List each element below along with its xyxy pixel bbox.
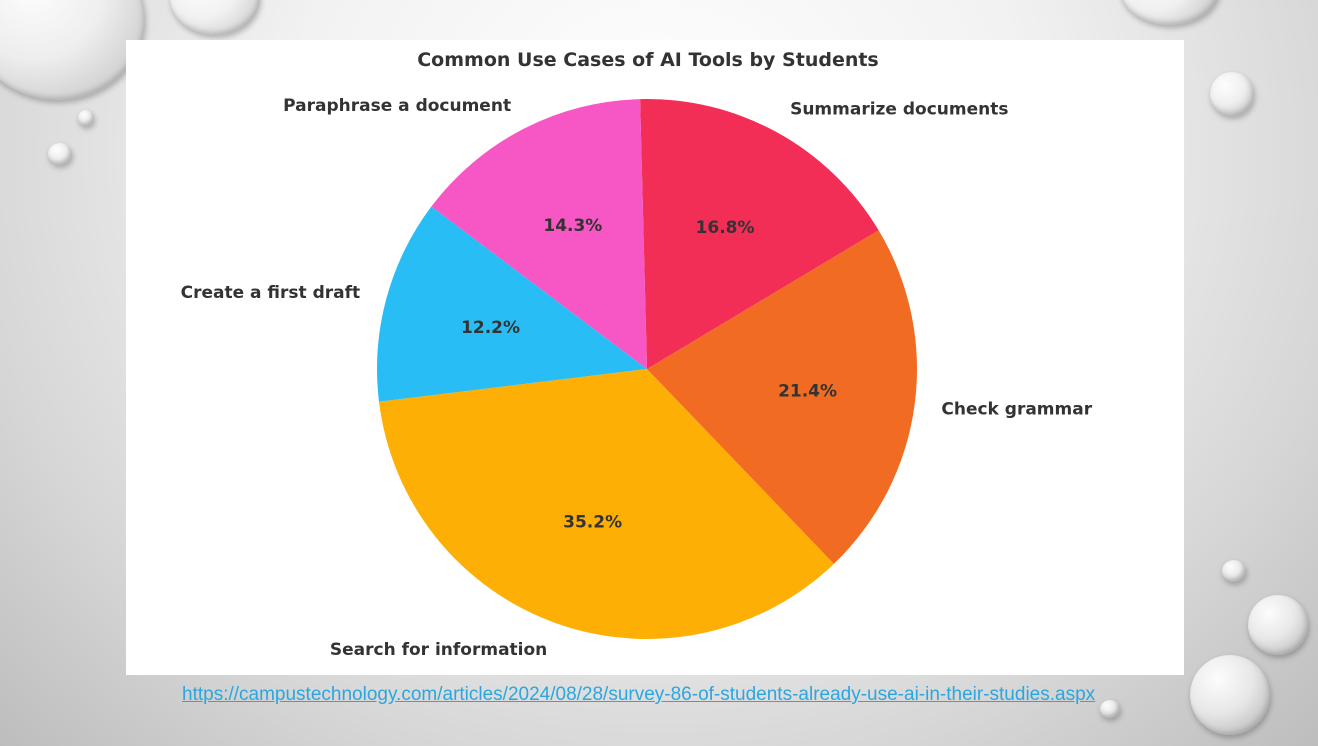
slice-percent-label: 16.8% (696, 218, 755, 238)
pie-slice-search-for-information (378, 369, 834, 639)
water-drop-decoration (78, 110, 94, 126)
slice-category-label: Search for information (330, 640, 547, 660)
water-drop-decoration (1120, 0, 1220, 25)
water-drop-decoration (48, 143, 72, 165)
chart-title: Common Use Cases of AI Tools by Students (417, 49, 879, 71)
water-drop-decoration (1222, 560, 1246, 582)
slice-category-label: Paraphrase a document (283, 96, 511, 116)
water-drop-decoration (1248, 595, 1308, 655)
slice-percent-label: 14.3% (543, 216, 602, 236)
slice-category-label: Create a first draft (181, 283, 361, 303)
slice-category-label: Check grammar (941, 399, 1092, 419)
slice-percent-label: 21.4% (778, 382, 837, 402)
slice-percent-label: 35.2% (563, 513, 622, 533)
pie-chart: Common Use Cases of AI Tools by Students… (181, 49, 1093, 660)
water-drop-decoration (1190, 655, 1270, 735)
pie-slice-create-a-first-draft (376, 206, 647, 402)
water-drop-decoration (170, 0, 260, 35)
source-link[interactable]: https://campustechnology.com/articles/20… (182, 684, 1096, 705)
pie-slice-summarize-documents (640, 98, 879, 369)
chart-panel: Common Use Cases of AI Tools by Students… (126, 40, 1184, 675)
water-drop-decoration (1210, 72, 1254, 116)
slice-percent-label: 12.2% (461, 318, 520, 338)
water-drop-decoration (1100, 700, 1120, 718)
pie-slice-check-grammar (647, 230, 917, 564)
water-drop-decoration (0, 0, 145, 100)
slice-category-label: Summarize documents (790, 100, 1008, 120)
pie-slice-paraphrase-a-document (431, 99, 647, 369)
